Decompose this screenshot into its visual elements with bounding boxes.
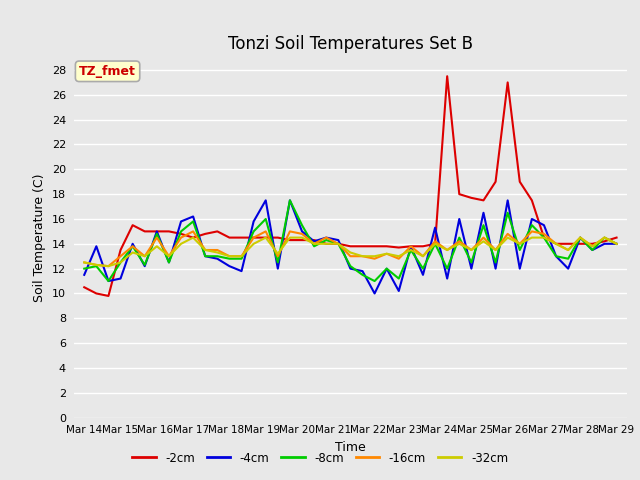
Title: Tonzi Soil Temperatures Set B: Tonzi Soil Temperatures Set B — [228, 35, 473, 53]
Text: TZ_fmet: TZ_fmet — [79, 65, 136, 78]
Legend: -2cm, -4cm, -8cm, -16cm, -32cm: -2cm, -4cm, -8cm, -16cm, -32cm — [127, 447, 513, 469]
X-axis label: Time: Time — [335, 441, 366, 454]
Y-axis label: Soil Temperature (C): Soil Temperature (C) — [33, 173, 46, 302]
